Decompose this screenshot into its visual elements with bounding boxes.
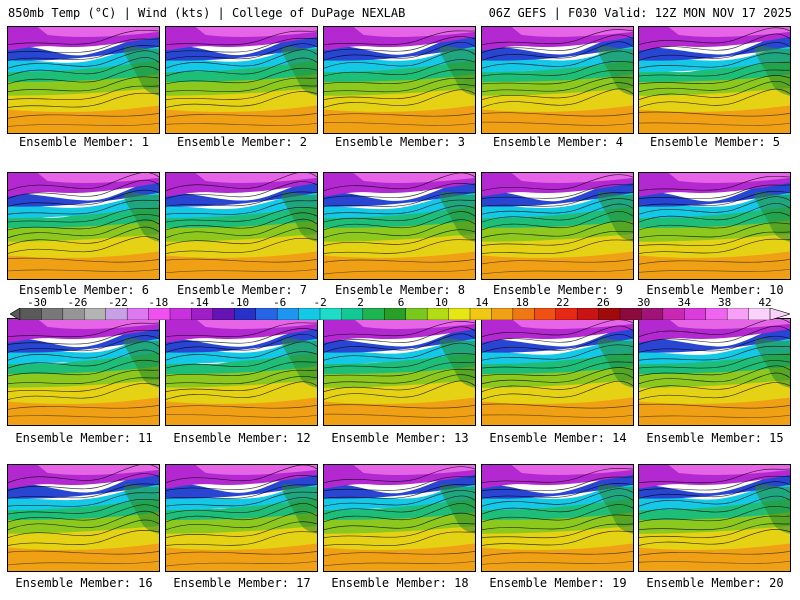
colorbar-swatch xyxy=(319,308,342,320)
colorbar-tick-label: 14 xyxy=(475,296,489,309)
colorbar-swatch xyxy=(598,308,621,320)
ensemble-map-panel xyxy=(323,318,476,426)
ensemble-map-panel xyxy=(481,26,634,134)
ensemble-map-panel xyxy=(165,464,318,572)
colorbar-swatch xyxy=(705,308,728,320)
ensemble-member-label: Ensemble Member: 3 xyxy=(334,135,466,149)
ensemble-map-panel xyxy=(481,318,634,426)
colorbar-tick-label: -22 xyxy=(107,296,128,309)
ensemble-member-label: Ensemble Member: 10 xyxy=(646,283,784,297)
ensemble-map-panel xyxy=(323,172,476,280)
ensemble-map-panel xyxy=(165,172,318,280)
ensemble-map-panel xyxy=(165,318,318,426)
colorbar-swatch xyxy=(662,308,685,320)
ensemble-map-panel xyxy=(7,318,160,426)
colorbar-swatch xyxy=(191,308,214,320)
ensemble-member-label: Ensemble Member: 19 xyxy=(489,576,627,590)
colorbar-swatch xyxy=(491,308,514,320)
colorbar-tick-label: 6 xyxy=(397,296,405,309)
colorbar-left-arrow xyxy=(10,308,21,320)
ensemble-member-label: Ensemble Member: 1 xyxy=(18,135,150,149)
ensemble-map-panel xyxy=(7,26,160,134)
colorbar-swatch xyxy=(726,308,750,320)
ensemble-member-label: Ensemble Member: 4 xyxy=(492,135,624,149)
colorbar-swatch xyxy=(126,308,150,320)
colorbar-swatch xyxy=(684,308,707,320)
colorbar-swatch xyxy=(62,308,85,320)
colorbar-swatch xyxy=(276,308,300,320)
colorbar-tick-label: -26 xyxy=(67,296,88,309)
colorbar-tick-label: 30 xyxy=(637,296,651,309)
colorbar-tick-label: -18 xyxy=(148,296,169,309)
ensemble-member-label: Ensemble Member: 14 xyxy=(489,431,627,445)
ensemble-map-panel xyxy=(481,172,634,280)
colorbar-swatch xyxy=(534,308,557,320)
colorbar-tick-label: 26 xyxy=(596,296,610,309)
ensemble-member-label: Ensemble Member: 13 xyxy=(331,431,469,445)
ensemble-member-label: Ensemble Member: 8 xyxy=(334,283,466,297)
colorbar-swatch xyxy=(748,308,771,320)
colorbar-tick-label: -30 xyxy=(27,296,47,309)
ensemble-member-label: Ensemble Member: 18 xyxy=(331,576,469,590)
ensemble-member-label: Ensemble Member: 15 xyxy=(646,431,784,445)
ensemble-map-panel xyxy=(481,464,634,572)
map-title: 850mb Temp (°C) | Wind (kts) | College o… xyxy=(8,6,406,20)
colorbar-swatch xyxy=(362,308,385,320)
ensemble-member-label: Ensemble Member: 9 xyxy=(492,283,624,297)
valid-time-label: 06Z GEFS | F030 Valid: 12Z MON NOV 17 20… xyxy=(488,6,792,20)
ensemble-map-panel xyxy=(638,172,791,280)
ensemble-map-panel xyxy=(323,464,476,572)
colorbar-swatch xyxy=(384,308,407,320)
colorbar-swatch xyxy=(512,308,535,320)
colorbar-right-arrow xyxy=(769,308,790,320)
colorbar-swatch xyxy=(448,308,471,320)
colorbar-swatch xyxy=(298,308,321,320)
ensemble-map-panel xyxy=(7,464,160,572)
colorbar-tick-label: 18 xyxy=(515,296,529,309)
colorbar-swatch xyxy=(105,308,128,320)
colorbar-tick-label: -10 xyxy=(229,296,250,309)
ensemble-map-panel xyxy=(638,318,791,426)
colorbar-tick-label: 2 xyxy=(357,296,364,309)
colorbar-swatch xyxy=(555,308,578,320)
ensemble-member-label: Ensemble Member: 5 xyxy=(649,135,781,149)
ensemble-map-panel xyxy=(7,172,160,280)
ensemble-map-panel xyxy=(638,26,791,134)
colorbar-swatch xyxy=(41,308,64,320)
colorbar-swatch xyxy=(212,308,235,320)
colorbar-swatch xyxy=(19,308,42,320)
colorbar-swatch xyxy=(641,308,664,320)
colorbar-swatch xyxy=(469,308,492,320)
ensemble-map-panel xyxy=(323,26,476,134)
colorbar-swatch xyxy=(84,308,107,320)
colorbar-swatch xyxy=(341,308,364,320)
temperature-colorbar xyxy=(10,308,790,320)
colorbar-tick-label: -2 xyxy=(313,296,327,309)
colorbar-tick-label: -14 xyxy=(188,296,209,309)
ensemble-member-label: Ensemble Member: 12 xyxy=(173,431,311,445)
ensemble-member-label: Ensemble Member: 17 xyxy=(173,576,311,590)
colorbar-swatch xyxy=(234,308,257,320)
colorbar-tick-label: 34 xyxy=(677,296,691,309)
colorbar-tick-label: 42 xyxy=(758,296,772,309)
ensemble-member-label: Ensemble Member: 11 xyxy=(15,431,153,445)
ensemble-member-label: Ensemble Member: 16 xyxy=(15,576,153,590)
colorbar-tick-label: 10 xyxy=(434,296,449,309)
colorbar-swatch xyxy=(169,308,192,320)
colorbar-swatch xyxy=(148,308,171,320)
ensemble-map-panel xyxy=(165,26,318,134)
colorbar-swatch xyxy=(576,308,600,320)
colorbar-tick-label: 22 xyxy=(556,296,570,309)
ensemble-member-label: Ensemble Member: 6 xyxy=(18,283,150,297)
colorbar-tick-label: -6 xyxy=(273,296,287,309)
ensemble-member-label: Ensemble Member: 20 xyxy=(646,576,784,590)
colorbar-swatch xyxy=(255,308,278,320)
colorbar-swatch xyxy=(619,308,642,320)
ensemble-member-label: Ensemble Member: 7 xyxy=(176,283,308,297)
colorbar-tick-label: 38 xyxy=(717,296,732,309)
ensemble-member-label: Ensemble Member: 2 xyxy=(176,135,308,149)
colorbar-swatch xyxy=(405,308,428,320)
ensemble-map-panel xyxy=(638,464,791,572)
colorbar-swatch xyxy=(426,308,450,320)
